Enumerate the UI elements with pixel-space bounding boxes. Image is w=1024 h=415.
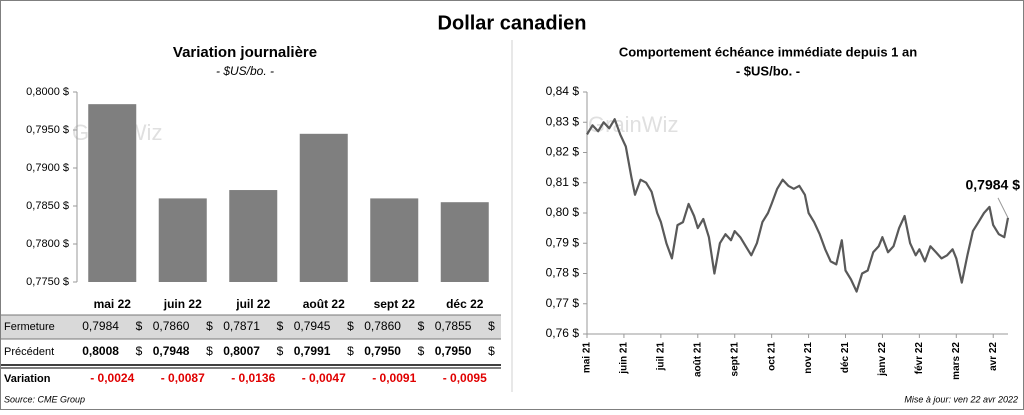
cell: 0,8007 xyxy=(223,344,260,358)
cell-unit: $ xyxy=(418,319,425,333)
bar xyxy=(370,198,419,282)
cell-unit: $ xyxy=(277,344,284,358)
x-tick-label: déc 22 xyxy=(446,297,484,311)
line-subtitle: - $US/bo. - xyxy=(736,63,800,78)
cell-unit: $ xyxy=(347,319,354,333)
cell: 0,7984 xyxy=(82,319,119,333)
row-label: Précédent xyxy=(4,346,54,358)
y-tick-label: 0,76 $ xyxy=(546,326,580,340)
bar xyxy=(88,104,137,282)
bar xyxy=(158,198,207,282)
y-tick-label: 0,8000 $ xyxy=(26,86,69,98)
cell: 0,7950 xyxy=(364,344,401,358)
row-bg xyxy=(1,315,501,339)
line-title: Comportement échéance immédiate depuis 1… xyxy=(619,44,917,59)
cell-unit: $ xyxy=(488,344,495,358)
x-tick-label: mai 22 xyxy=(94,297,132,311)
cell: - 0,0095 xyxy=(443,371,487,385)
x-tick-label: juin 21 xyxy=(619,342,630,375)
cell-unit: $ xyxy=(136,344,143,358)
row-label: Variation xyxy=(4,373,51,385)
y-tick-label: 0,77 $ xyxy=(546,296,580,310)
cell: - 0,0091 xyxy=(372,371,416,385)
x-tick-label: mai 21 xyxy=(582,342,593,374)
x-tick-label: juil 21 xyxy=(656,342,667,372)
cell: 0,7948 xyxy=(153,344,190,358)
annotation-leader xyxy=(997,197,1009,219)
y-tick-label: 0,84 $ xyxy=(546,84,580,98)
cell: - 0,0136 xyxy=(231,371,275,385)
annotation: 0,7984 $ xyxy=(966,177,1021,193)
x-tick-label: déc 21 xyxy=(840,342,851,374)
x-tick-label: juil 22 xyxy=(235,297,270,311)
row-label: Fermeture xyxy=(4,321,55,333)
x-tick-label: juin 22 xyxy=(163,297,202,311)
cell-unit: $ xyxy=(418,344,425,358)
cell-unit: $ xyxy=(206,344,213,358)
y-tick-label: 0,7750 $ xyxy=(26,276,69,288)
y-tick-label: 0,7850 $ xyxy=(26,200,69,212)
cell: 0,7950 xyxy=(435,344,472,358)
x-tick-label: févr 22 xyxy=(914,342,925,375)
x-tick-label: nov 21 xyxy=(803,342,814,374)
x-tick-label: avr 22 xyxy=(988,342,999,371)
cell: - 0,0087 xyxy=(161,371,205,385)
y-tick-label: 0,79 $ xyxy=(546,235,580,249)
bar xyxy=(440,202,489,282)
y-tick-label: 0,7900 $ xyxy=(26,162,69,174)
bar-subtitle: - $US/bo. - xyxy=(216,64,274,78)
cell-unit: $ xyxy=(136,319,143,333)
cell: 0,7991 xyxy=(294,344,331,358)
cell: 0,7855 xyxy=(435,319,472,333)
updated: Mise à jour: ven 22 avr 2022 xyxy=(904,394,1018,404)
x-tick-label: août 21 xyxy=(692,342,703,377)
cell-unit: $ xyxy=(206,319,213,333)
cell: - 0,0047 xyxy=(302,371,346,385)
y-tick-label: 0,80 $ xyxy=(546,205,580,219)
x-tick-label: mars 22 xyxy=(951,342,962,380)
y-tick-label: 0,7800 $ xyxy=(26,238,69,250)
cell-unit: $ xyxy=(277,319,284,333)
x-tick-label: août 22 xyxy=(303,297,345,311)
y-tick-label: 0,83 $ xyxy=(546,114,580,128)
x-tick-label: oct 21 xyxy=(766,342,777,371)
cell: 0,7871 xyxy=(223,319,260,333)
cell: 0,8008 xyxy=(82,344,119,358)
x-tick-label: sept 22 xyxy=(374,297,416,311)
y-tick-label: 0,82 $ xyxy=(546,145,580,159)
cell: - 0,0024 xyxy=(90,371,134,385)
cell: 0,7945 xyxy=(294,319,331,333)
bar xyxy=(299,133,348,282)
price-line xyxy=(586,118,1010,293)
cell: 0,7860 xyxy=(364,319,401,333)
source: Source: CME Group xyxy=(4,394,85,404)
page-title: Dollar canadien xyxy=(438,12,587,34)
y-tick-label: 0,78 $ xyxy=(546,266,580,280)
y-tick-label: 0,7950 $ xyxy=(26,124,69,136)
bar xyxy=(229,190,278,282)
cell: 0,7860 xyxy=(153,319,190,333)
y-tick-label: 0,81 $ xyxy=(546,175,580,189)
cell-unit: $ xyxy=(488,319,495,333)
x-tick-label: sept 21 xyxy=(729,342,740,377)
x-tick-label: janv 22 xyxy=(877,342,888,377)
cell-unit: $ xyxy=(347,344,354,358)
bar-title: Variation journalière xyxy=(173,44,317,61)
